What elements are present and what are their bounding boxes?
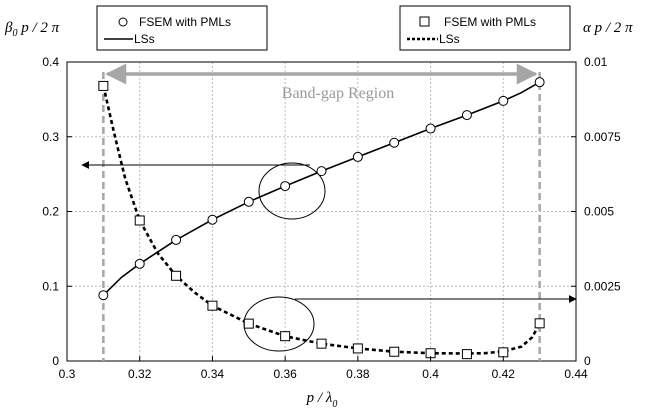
data-point-circle xyxy=(243,196,254,207)
x-tick-label: 0.42 xyxy=(492,367,516,381)
annotation-ellipse-right-series xyxy=(243,296,315,352)
data-point-circle xyxy=(98,290,109,301)
y-left-axis-title: β0 p / 2 π xyxy=(4,20,60,39)
grid xyxy=(67,62,576,361)
data-point-square xyxy=(243,318,254,329)
annotation-ellipse-left-series xyxy=(258,162,326,220)
legend-left-entry-fsem: FSEM with PMLs xyxy=(139,15,231,29)
legend-right-entry-lss: LSs xyxy=(439,32,460,46)
data-point-square xyxy=(316,338,327,349)
y-right-axis-title: α p / 2 π xyxy=(583,20,633,36)
data-point-square xyxy=(534,318,545,329)
series-left-line xyxy=(102,81,540,296)
data-point-circle xyxy=(461,110,472,121)
x-tick-label: 0.44 xyxy=(564,367,588,381)
y-right-tick-label: 0.01 xyxy=(584,55,608,69)
legend-right-entry-fsem: FSEM with PMLs xyxy=(444,15,536,29)
y-left-axis-ticks: 0 0.1 0.2 0.3 0.4 xyxy=(42,55,72,368)
data-point-circle xyxy=(389,137,400,148)
legend-left-entry-lss: LSs xyxy=(134,32,155,46)
data-point-square xyxy=(498,347,509,358)
data-point-circle xyxy=(280,181,291,192)
series-markers xyxy=(98,77,545,360)
y-right-tick-label: 0.005 xyxy=(584,205,614,219)
y-right-tick-label: 0 xyxy=(584,354,591,368)
band-gap-label: Band-gap Region xyxy=(282,85,394,102)
x-tick-label: 0.36 xyxy=(273,367,297,381)
legend-right: FSEM with PMLs LSs xyxy=(399,5,571,51)
legend-left-circle-marker xyxy=(118,17,128,27)
data-point-circle xyxy=(534,77,545,88)
band-gap-region xyxy=(102,63,541,361)
data-point-circle xyxy=(134,258,145,269)
data-point-circle xyxy=(171,234,182,245)
y-left-tick-label: 0.2 xyxy=(42,205,59,219)
x-tick-label: 0.38 xyxy=(346,367,370,381)
data-point-square xyxy=(171,270,182,281)
y-right-tick-label: 0.0075 xyxy=(584,130,621,144)
y-left-tick-label: 0.3 xyxy=(42,130,59,144)
data-point-square xyxy=(207,300,218,311)
data-point-square xyxy=(352,343,363,354)
y-right-axis-ticks: 0 0.0025 0.005 0.0075 0.01 xyxy=(571,55,621,368)
y-left-tick-label: 0 xyxy=(52,354,59,368)
x-tick-label: 0.4 xyxy=(422,367,439,381)
x-tick-label: 0.3 xyxy=(59,367,76,381)
series-right-line xyxy=(102,85,541,355)
y-left-tick-label: 0.4 xyxy=(42,55,59,69)
y-right-tick-label: 0.0025 xyxy=(584,279,621,293)
data-point-circle xyxy=(316,166,327,177)
x-tick-label: 0.34 xyxy=(201,367,225,381)
data-point-square xyxy=(389,346,400,357)
y-left-tick-label: 0.1 xyxy=(42,279,59,293)
legend-right-square-marker xyxy=(419,16,430,27)
data-point-square xyxy=(98,80,109,91)
legend-left-box xyxy=(96,5,268,51)
x-axis-ticks: 0.3 0.32 0.34 0.36 0.38 0.4 0.42 0.44 xyxy=(59,356,588,381)
data-point-circle xyxy=(352,151,363,162)
x-axis-title: p / λ0 xyxy=(306,390,338,410)
data-point-circle xyxy=(498,95,509,106)
data-point-square xyxy=(134,215,145,226)
data-point-circle xyxy=(425,123,436,134)
x-tick-label: 0.32 xyxy=(128,367,152,381)
data-point-square xyxy=(461,349,472,360)
legend-right-box xyxy=(399,5,571,51)
series-lines xyxy=(102,81,541,355)
legend-left: FSEM with PMLs LSs xyxy=(96,5,268,51)
data-point-circle xyxy=(207,214,218,225)
data-point-square xyxy=(280,331,291,342)
